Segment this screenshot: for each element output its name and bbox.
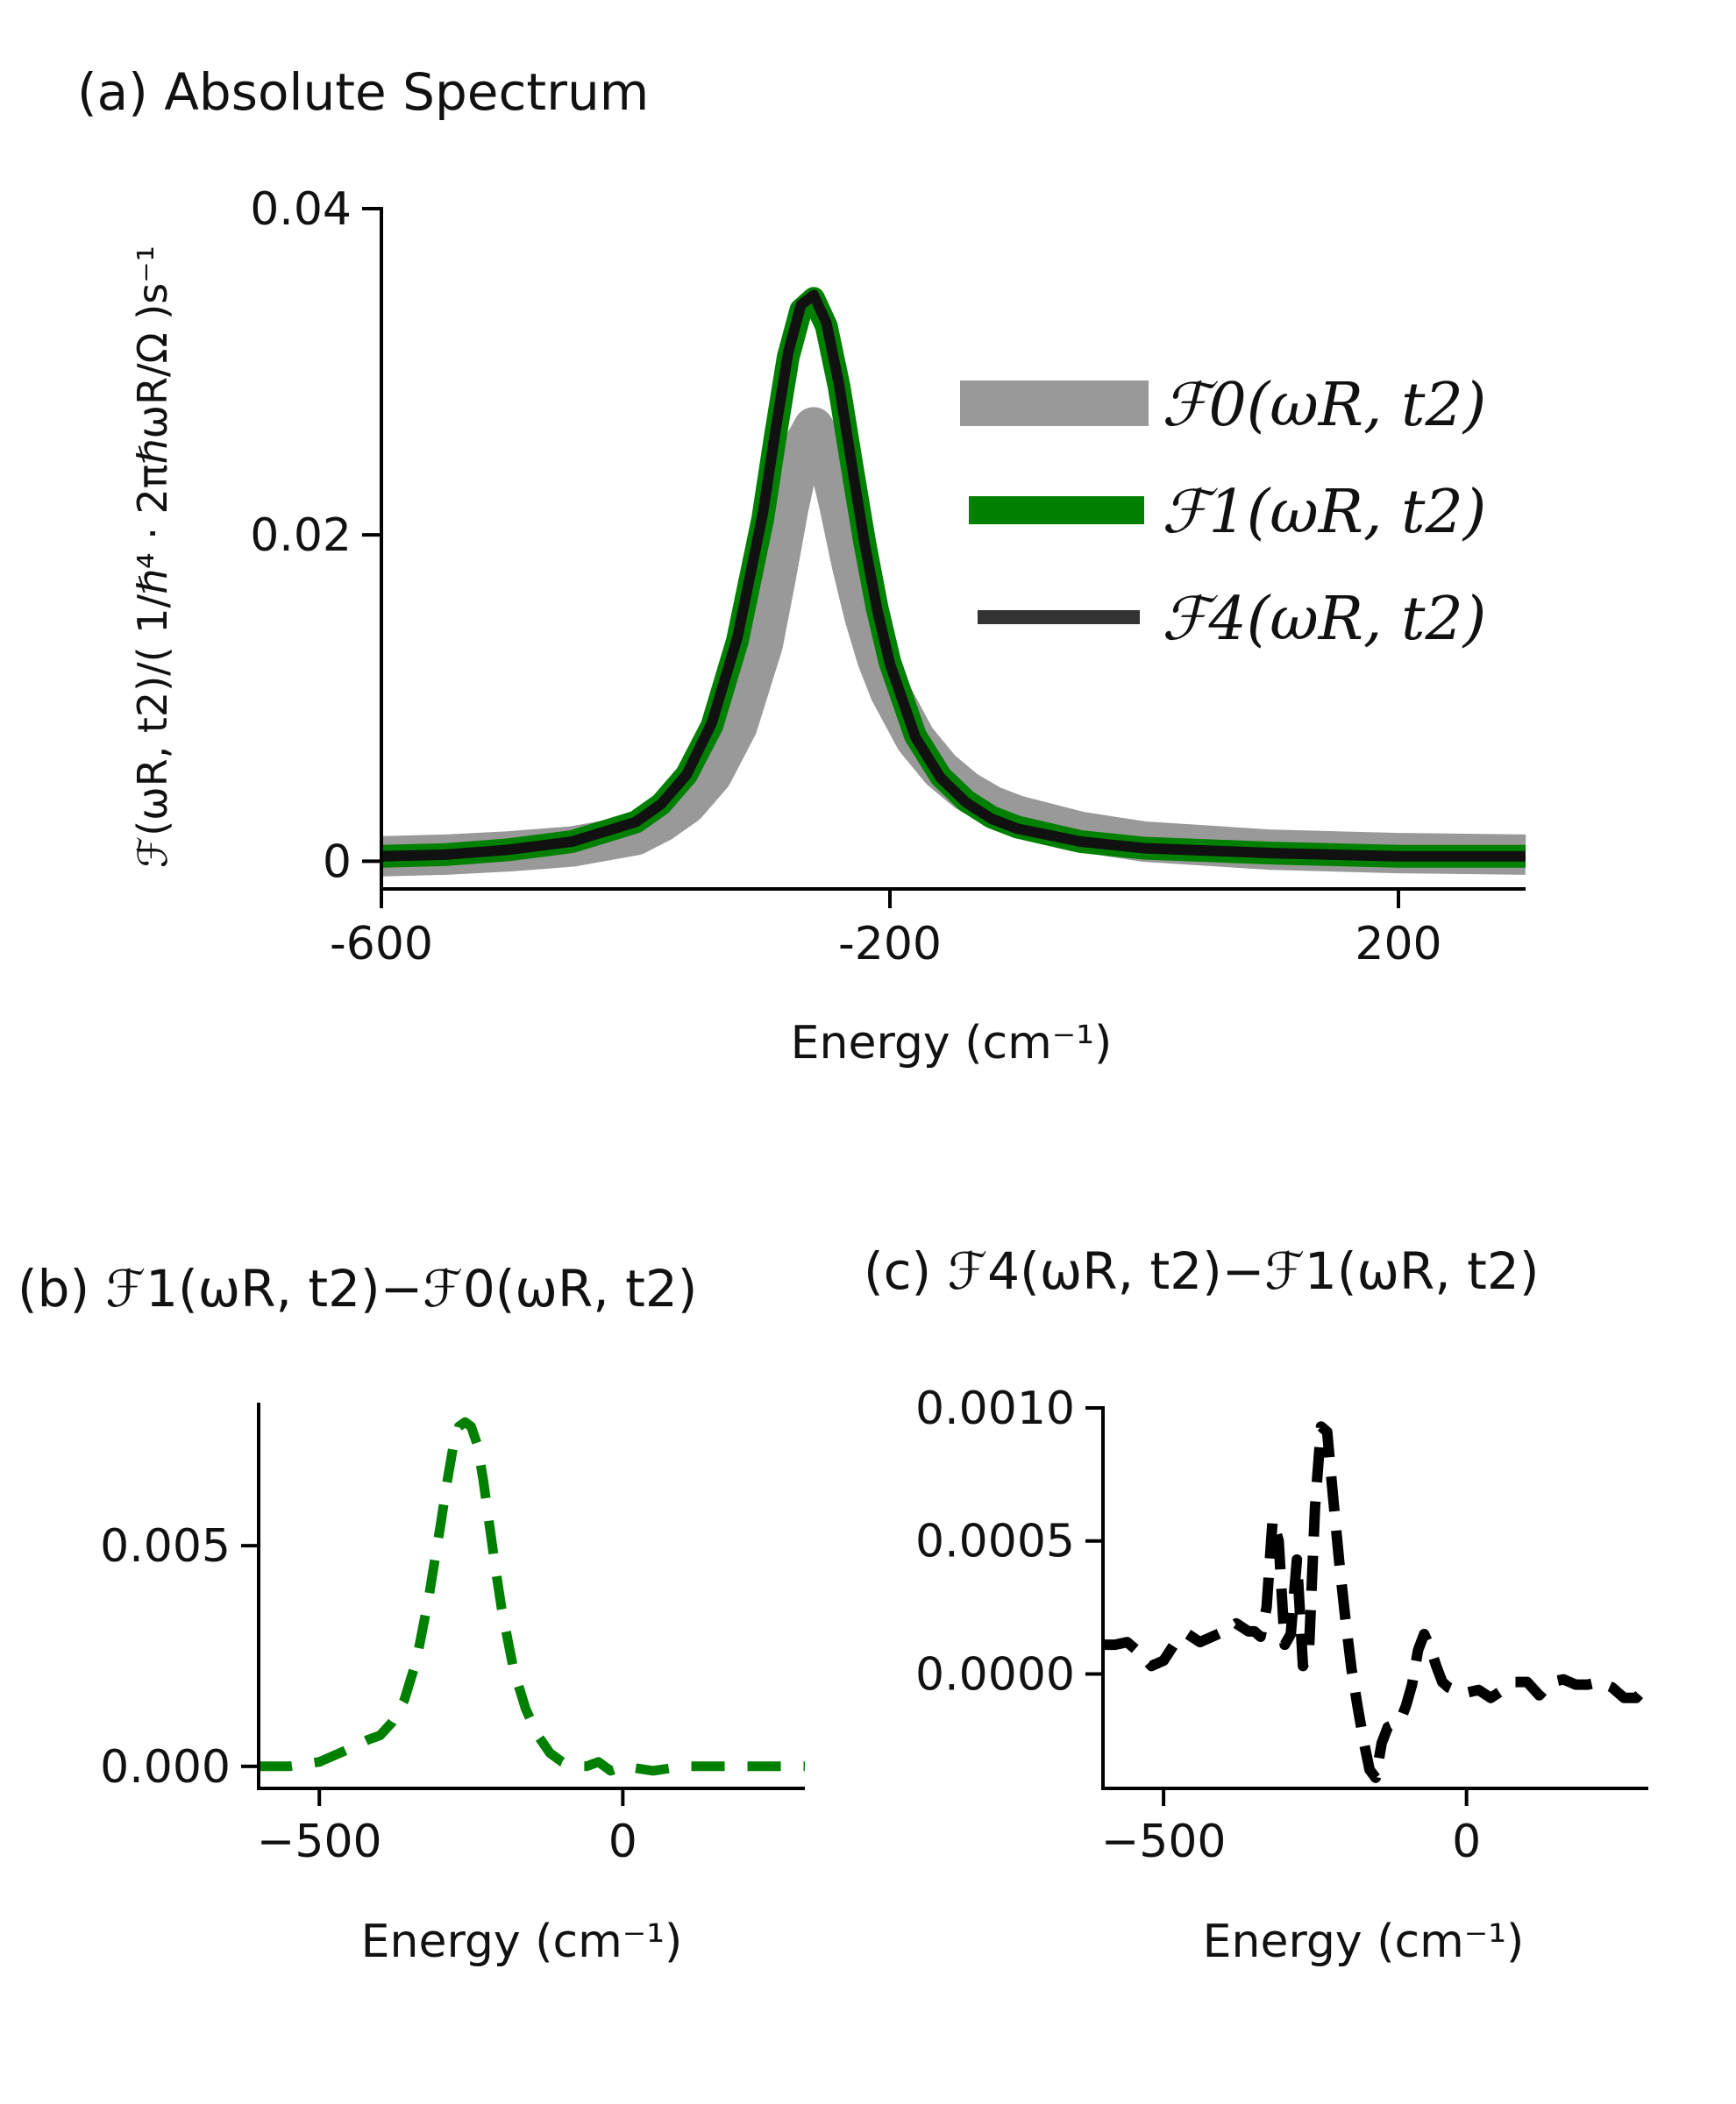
panel-c-xtick-label-1: 0: [1452, 1816, 1481, 1868]
panel-c-title: (c) ℱ4(ωR, t2)−ℱ1(ωR, t2): [864, 1241, 1539, 1301]
panel-a-xtick-label-2: 200: [1355, 918, 1441, 970]
panel-c-series-line-0: [1103, 1421, 1653, 1783]
panel-a-xtick-label-0: -600: [330, 918, 433, 970]
panel-b-title: (b) ℱ1(ωR, t2)−ℱ0(ωR, t2): [18, 1259, 697, 1319]
panel-b-ytick-label-0: 0.000: [100, 1741, 231, 1794]
panel-b-xlabel: Energy (cm⁻¹): [361, 1916, 683, 1968]
panel-a-axes: -600 -200 200 0 0.02 0.04: [250, 183, 1526, 970]
panel-a-ylabel: ℱ(ωR, t2)/( 1/ℏ⁴ · 2πℏωR/Ω )s⁻¹: [129, 245, 176, 868]
panel-a-absolute-spectrum: (a) Absolute Spectrum -600 -200 200 0 0.02 0.…: [77, 62, 1526, 1070]
legend-label-f1: ℱ1(ωR, t2): [1162, 478, 1486, 547]
panel-b-series-line-0: [259, 1417, 805, 1776]
panel-a-ytick-label-0: 0: [323, 835, 352, 888]
panel-c-ytick-label-2: 0.0010: [915, 1383, 1075, 1435]
panel-b-xtick-label-0: −500: [257, 1816, 382, 1868]
panel-a-series-line-2: [381, 289, 1526, 862]
panel-a-xlabel: Energy (cm⁻¹): [791, 1017, 1113, 1070]
panel-a-legend: ℱ0(ωR, t2) ℱ1(ωR, t2) ℱ4(ωR, t2): [960, 371, 1486, 654]
panel-a-ytick-label-2: 0.04: [250, 183, 352, 236]
panel-b-series: [259, 1417, 805, 1776]
panel-a-title: (a) Absolute Spectrum: [77, 62, 649, 122]
panel-c-series: [1103, 1421, 1653, 1783]
panel-c-ytick-label-1: 0.0005: [915, 1516, 1075, 1568]
panel-a-xtick-label-1: -200: [838, 918, 942, 970]
panel-b-xtick-label-1: 0: [608, 1816, 637, 1868]
panel-c-ytick-label-0: 0.0000: [915, 1648, 1075, 1701]
panel-c-difference-4-1: (c) ℱ4(ωR, t2)−ℱ1(ωR, t2) −500 0 0.0000 0.0…: [864, 1241, 1653, 1968]
panel-c-xtick-label-0: −500: [1101, 1816, 1227, 1868]
panel-c-axes: −500 0 0.0000 0.0005 0.0010: [915, 1383, 1648, 1868]
panel-a-series: [381, 287, 1526, 877]
panel-c-xlabel: Energy (cm⁻¹): [1203, 1916, 1525, 1968]
legend-label-f0: ℱ0(ωR, t2): [1162, 371, 1486, 440]
legend-label-f4: ℱ4(ωR, t2): [1162, 585, 1486, 654]
panel-a-ytick-label-1: 0.02: [250, 509, 352, 562]
panel-b-axes: −500 0 0.000 0.005: [100, 1403, 805, 1868]
panel-b-difference-1-0: (b) ℱ1(ωR, t2)−ℱ0(ωR, t2) −500 0 0.000 0.00…: [18, 1259, 805, 1968]
panel-b-ytick-label-1: 0.005: [100, 1520, 231, 1573]
